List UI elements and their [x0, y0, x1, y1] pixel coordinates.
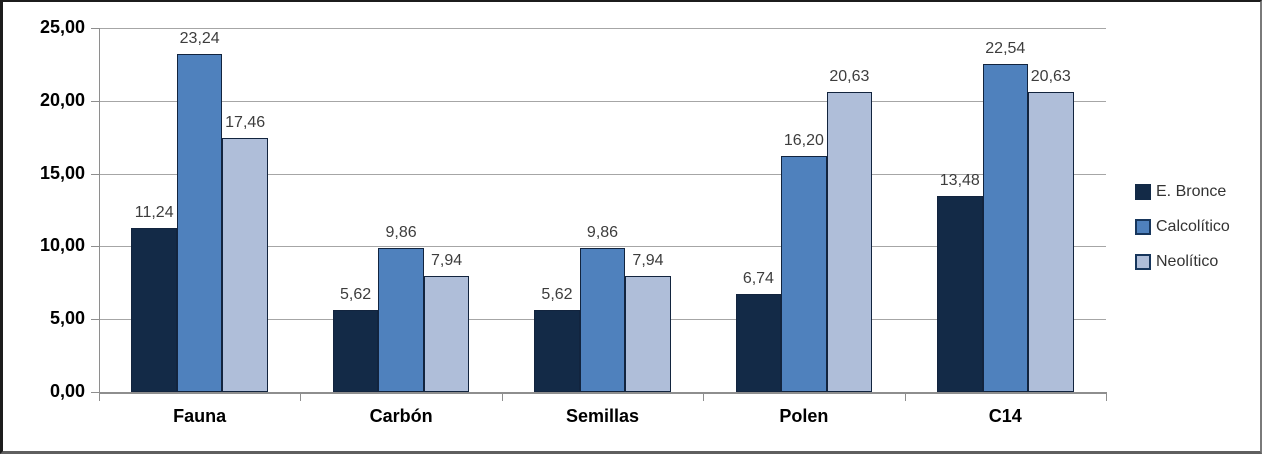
x-axis-tick [501, 392, 503, 401]
y-tick-label: 20,00 [39, 89, 85, 110]
bar-value-label: 23,24 [179, 29, 220, 47]
bar [826, 91, 873, 392]
bar [625, 276, 671, 392]
y-tick-label: 10,00 [39, 235, 85, 256]
x-axis-tick [904, 392, 906, 401]
category-label: Carbón [369, 406, 433, 426]
gridline [99, 173, 1106, 175]
gridline [99, 246, 1106, 248]
y-axis-tick [91, 246, 99, 248]
bar [222, 137, 268, 392]
legend-item: Calcolítico [1135, 218, 1230, 236]
bar-value-label: 20,63 [1030, 67, 1071, 85]
bar-value-label: 13,48 [939, 171, 980, 189]
y-tick-label: 0,00 [49, 381, 85, 401]
y-axis-tick [91, 392, 99, 393]
legend-swatch-icon [1135, 184, 1151, 200]
bar [982, 63, 1029, 392]
bar-value-label: 11,24 [134, 204, 174, 222]
gridline [99, 28, 1106, 29]
bar-value-label: 16,20 [783, 132, 824, 150]
legend-item: Neolítico [1135, 253, 1230, 271]
x-axis-tick [300, 392, 302, 401]
bar-value-label: 17,46 [225, 113, 266, 131]
legend-item: E. Bronce [1135, 183, 1230, 201]
bar-value-label: 22,54 [985, 39, 1026, 57]
bar [1028, 91, 1074, 392]
gridline [99, 100, 1106, 102]
bar [735, 293, 782, 392]
bar [176, 53, 223, 392]
legend: E. Bronce Calcolítico Neolítico [1135, 183, 1230, 271]
bar-value-label: 9,86 [586, 224, 619, 242]
bar-value-label: 7,94 [431, 252, 463, 270]
x-axis-tick [1106, 392, 1107, 401]
x-axis-line [99, 392, 1106, 394]
bar [332, 310, 379, 392]
bar [378, 248, 424, 392]
y-tick-label: 15,00 [39, 162, 85, 183]
legend-swatch-icon [1135, 219, 1151, 235]
legend-swatch-icon [1135, 254, 1151, 270]
category-label: Fauna [173, 406, 227, 426]
category-label: Semillas [565, 406, 640, 426]
y-axis-line [99, 28, 100, 392]
y-axis-tick [91, 173, 99, 175]
bar [534, 310, 580, 392]
bar [131, 228, 177, 392]
bar [579, 248, 626, 392]
bar [937, 195, 983, 392]
category-label: C14 [988, 406, 1022, 426]
y-axis-tick [91, 319, 99, 321]
x-axis-tick [703, 392, 705, 401]
bar-value-label: 5,62 [541, 286, 573, 304]
y-axis-tick [91, 28, 99, 29]
legend-label: Neolítico [1156, 253, 1219, 270]
bar-value-label: 5,62 [340, 286, 372, 304]
bar-value-label: 6,74 [742, 269, 774, 287]
bar-value-label: 20,63 [829, 67, 870, 85]
category-label: Polen [779, 406, 829, 426]
y-tick-label: 5,00 [49, 308, 85, 329]
bar [781, 156, 827, 392]
x-axis-tick [99, 392, 100, 401]
legend-label: E. Bronce [1156, 183, 1227, 200]
bar [423, 276, 470, 392]
legend-label: Calcolítico [1156, 218, 1230, 235]
y-axis-tick [91, 100, 99, 102]
bar-value-label: 7,94 [632, 252, 664, 270]
y-tick-label: 25,00 [39, 17, 85, 37]
bar-value-label: 9,86 [385, 224, 417, 242]
